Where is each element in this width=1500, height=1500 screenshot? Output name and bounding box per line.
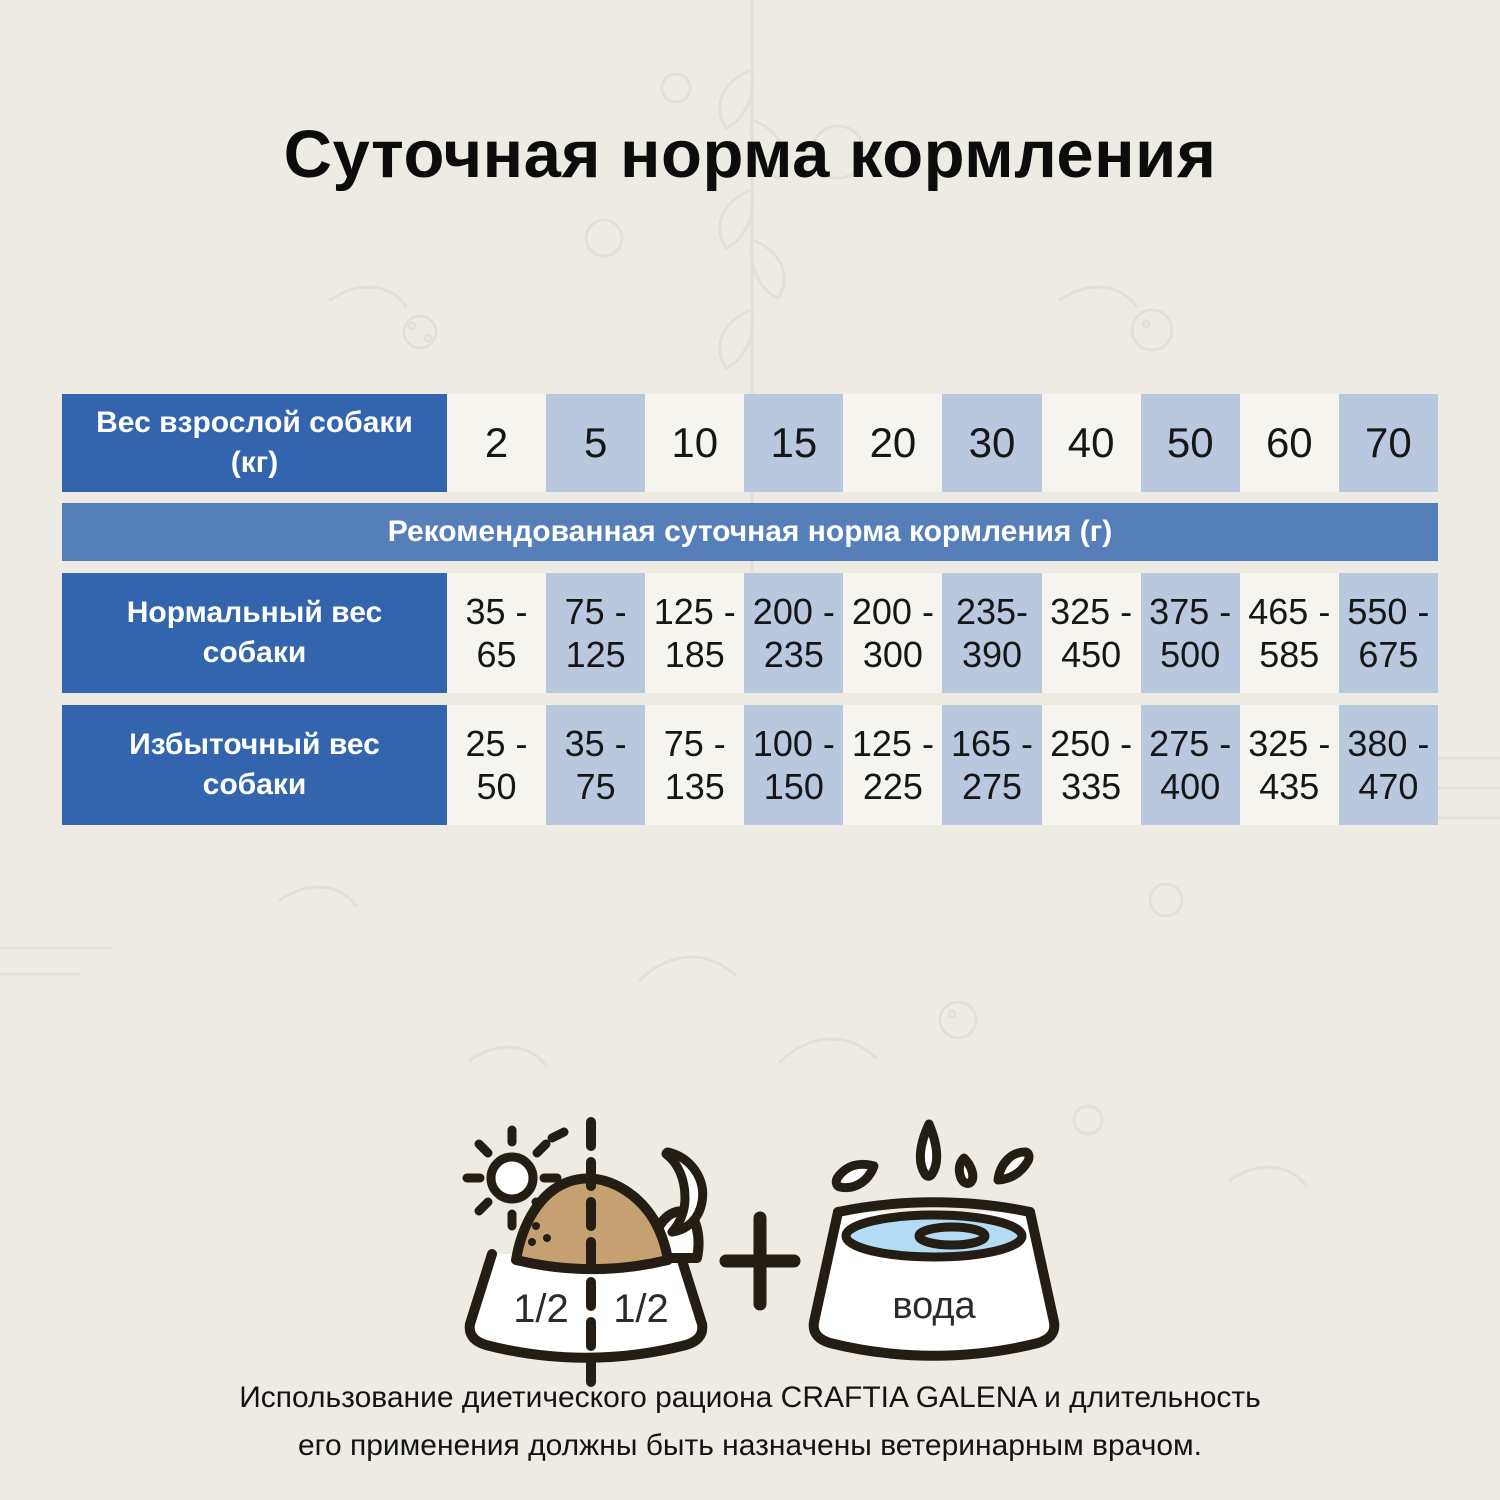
range-cell: 35 - 75 [546,705,646,825]
plus-icon [719,1211,801,1311]
feeding-icons: 1/2 1/2 вода [462,1117,1060,1387]
range-cell: 465 - 585 [1239,573,1339,693]
weight-col: 40 [1041,394,1141,492]
recommended-band: Рекомендованная суточная норма кормления… [62,503,1438,561]
overweight-row: Избыточный вес собаки 25 - 50 35 - 75 75… [62,705,1438,825]
weight-col: 20 [843,394,943,492]
range-cell: 275 - 400 [1140,705,1240,825]
range-cell: 75 - 135 [645,705,745,825]
feeding-table: Вес взрослой собаки (кг) 2 5 10 15 20 30… [62,394,1438,825]
range-cell: 550 - 675 [1338,573,1438,693]
range-cell: 200 - 300 [843,573,943,693]
weight-col: 15 [744,394,844,492]
range-cell: 35 - 65 [447,573,547,693]
weight-col: 30 [942,394,1042,492]
splash-droplets-icon [831,1119,1034,1193]
weight-col: 70 [1338,394,1438,492]
weight-col: 5 [546,394,646,492]
range-cell: 250 - 335 [1041,705,1141,825]
weight-col: 60 [1239,394,1339,492]
normal-weight-label: Нормальный вес собаки [62,573,447,693]
half-left-label: 1/2 [513,1287,569,1331]
range-cell: 325 - 435 [1239,705,1339,825]
range-cell: 25 - 50 [447,705,547,825]
range-cell: 125 - 185 [645,573,745,693]
weight-col: 10 [645,394,745,492]
range-cell: 100 - 150 [744,705,844,825]
range-cell: 375 - 500 [1140,573,1240,693]
range-cell: 165 - 275 [942,705,1042,825]
water-label: вода [892,1285,976,1327]
range-cell: 380 - 470 [1338,705,1438,825]
page-title: Суточная норма кормления [283,117,1217,192]
range-cell: 325 - 450 [1041,573,1141,693]
weight-header-row: Вес взрослой собаки (кг) 2 5 10 15 20 30… [62,394,1438,492]
overweight-label: Избыточный вес собаки [62,705,447,825]
weight-header-label: Вес взрослой собаки (кг) [62,394,447,492]
half-right-label: 1/2 [613,1287,669,1331]
range-cell: 125 - 225 [843,705,943,825]
water-bowl-icon [808,1197,1060,1361]
range-cell: 200 - 235 [744,573,844,693]
weight-col: 2 [447,394,547,492]
range-cell: 75 - 125 [546,573,646,693]
vet-note: Использование диетического рациона CRAFT… [239,1381,1261,1462]
moon-icon [661,1147,708,1237]
range-cell: 235- 390 [942,573,1042,693]
normal-weight-row: Нормальный вес собаки 35 - 65 75 - 125 1… [62,573,1438,693]
weight-col: 50 [1140,394,1240,492]
